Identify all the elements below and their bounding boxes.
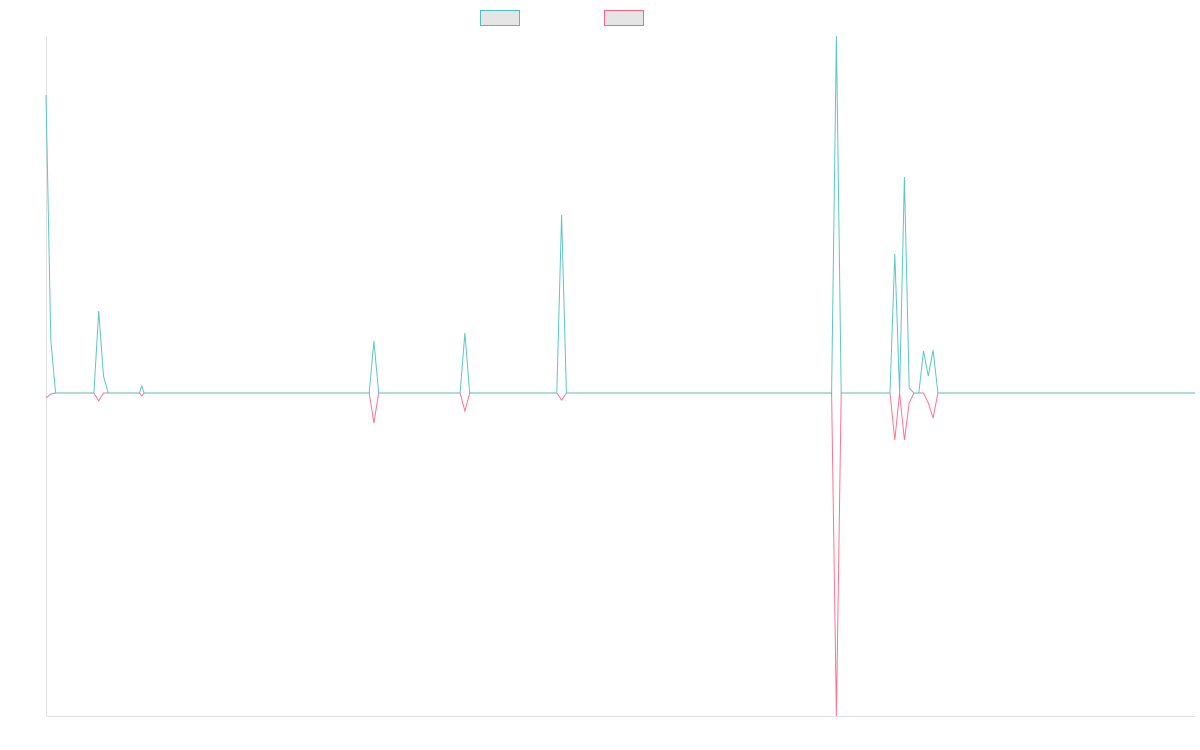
- series-line-2: [45, 392, 1195, 717]
- legend-item-series-1[interactable]: [480, 10, 520, 26]
- legend-item-series-2[interactable]: [604, 10, 644, 26]
- series-line-1: [45, 35, 1195, 394]
